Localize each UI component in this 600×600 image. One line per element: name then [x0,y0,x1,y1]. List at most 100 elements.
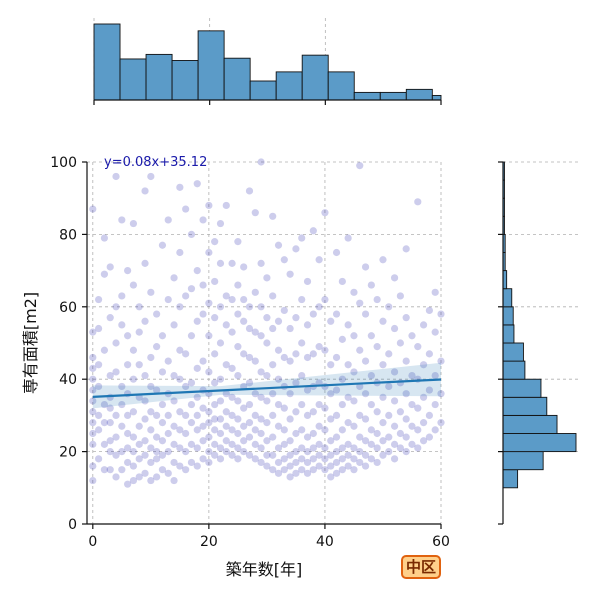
data-point [361,357,370,365]
confidence-band [92,362,441,409]
data-point [118,292,126,300]
data-point [234,281,242,289]
data-point [408,371,416,380]
data-point [176,444,184,452]
data-point [222,448,230,456]
data-point [356,458,364,467]
data-point [332,433,341,441]
data-point [147,426,155,434]
data-point [251,455,259,463]
data-point [344,419,352,427]
data-point [257,303,265,311]
data-point [350,288,358,296]
right-hist-bar [502,306,514,326]
data-point [141,397,149,405]
data-point [164,411,172,419]
data-point [135,455,143,463]
data-point [89,364,97,372]
data-point [356,346,364,354]
top-hist-bar [275,71,303,101]
data-point [280,353,288,362]
data-point [280,440,288,448]
data-point [419,419,428,427]
data-point [245,419,254,427]
data-point [135,422,143,430]
data-point [211,350,219,358]
data-point [280,466,288,474]
data-point [385,448,393,456]
data-point [164,469,172,477]
data-point [263,419,271,427]
data-point [257,458,265,467]
data-point [112,433,120,441]
data-point [222,437,230,445]
data-point [402,357,410,365]
data-point [303,448,312,456]
data-point [182,411,190,419]
data-point [158,332,167,340]
data-point [402,390,410,398]
data-point [216,259,225,267]
data-point [234,371,242,380]
data-point [135,440,143,448]
data-point [205,368,213,376]
top-hist-bar [145,53,173,101]
data-point [222,292,230,300]
data-point [414,198,422,206]
data-point [361,437,370,445]
data-point [269,212,277,220]
data-point [431,371,439,380]
data-point [425,306,433,315]
data-point [129,476,138,485]
data-point [390,368,399,376]
data-point [211,451,219,459]
data-point [193,267,201,275]
data-point [408,332,416,340]
data-point [332,386,341,394]
data-point [274,346,283,354]
data-point [414,426,422,434]
top-hist-bar [197,30,225,101]
regression-equation: y=0.08x+35.12 [104,155,207,170]
y-tick-label: 60 [59,300,77,316]
data-point [303,386,312,394]
data-point [367,426,375,434]
y-axis-label: 専有面積[m2] [21,292,40,394]
data-point [199,455,207,463]
data-point [327,462,335,470]
data-point [269,466,277,474]
data-point [274,422,283,430]
data-point [118,400,126,409]
data-point [332,411,341,419]
data-point [182,350,190,358]
data-point [193,426,201,434]
data-point [228,426,236,434]
data-point [344,440,352,448]
data-point [170,422,178,430]
data-point [402,448,410,456]
data-point [379,256,387,264]
data-point [187,458,196,467]
data-point [170,458,178,467]
data-point [344,321,352,329]
data-point [257,444,265,452]
data-point [269,451,277,459]
data-point [274,469,283,477]
data-point [240,448,248,456]
data-point [338,335,346,343]
data-point [153,455,161,463]
data-point [315,462,323,470]
data-point [251,411,259,419]
data-point [158,419,167,427]
data-point [153,411,161,419]
data-point [338,455,346,463]
top-hist-bar [379,91,407,101]
data-point [193,317,201,325]
data-point [257,259,265,267]
data-point [193,364,201,372]
data-point [176,183,184,191]
y-tick-label: 40 [59,372,77,388]
data-point [356,162,364,170]
data-point [344,393,352,401]
data-point [431,328,439,336]
